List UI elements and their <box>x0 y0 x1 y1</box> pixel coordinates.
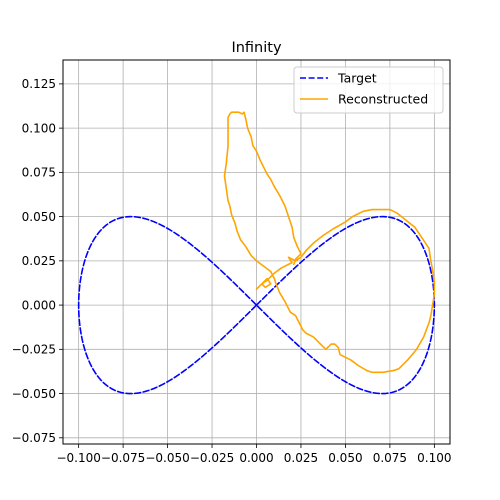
y-tick-label: −0.075 <box>12 431 56 445</box>
grid-lines <box>63 60 450 444</box>
x-tick-label: −0.025 <box>190 451 234 465</box>
y-tick-label: −0.050 <box>12 387 56 401</box>
series-lines <box>77 111 436 395</box>
y-tick-label: 0.000 <box>22 298 56 312</box>
series-line-target <box>77 215 436 395</box>
x-tick-label: 0.025 <box>284 451 318 465</box>
legend-label-reconstructed: Reconstructed <box>338 92 428 107</box>
x-tick-label: 0.100 <box>417 451 451 465</box>
x-tick-label: −0.075 <box>101 451 145 465</box>
x-tick-label: 0.050 <box>328 451 362 465</box>
y-tick-label: 0.050 <box>22 210 56 224</box>
y-tick-label: −0.025 <box>12 343 56 357</box>
legend-label-target: Target <box>337 71 377 86</box>
y-tick-label: 0.125 <box>22 77 56 91</box>
x-tick-label: −0.050 <box>145 451 189 465</box>
y-tick-label: 0.075 <box>22 166 56 180</box>
y-tick-label: 0.100 <box>22 121 56 135</box>
legend: Target Reconstructed <box>293 66 444 114</box>
y-tick-label: 0.025 <box>22 254 56 268</box>
x-tick-label: −0.100 <box>56 451 100 465</box>
legend-box <box>293 66 444 114</box>
x-tick-label: 0.000 <box>239 451 273 465</box>
axis-ticks: −0.100 −0.075 −0.050 −0.025 0.000 0.025 0.050 0… <box>12 77 452 465</box>
chart-title: Infinity <box>231 40 282 56</box>
x-tick-label: 0.075 <box>373 451 407 465</box>
series-line-reconstructed <box>223 111 436 374</box>
